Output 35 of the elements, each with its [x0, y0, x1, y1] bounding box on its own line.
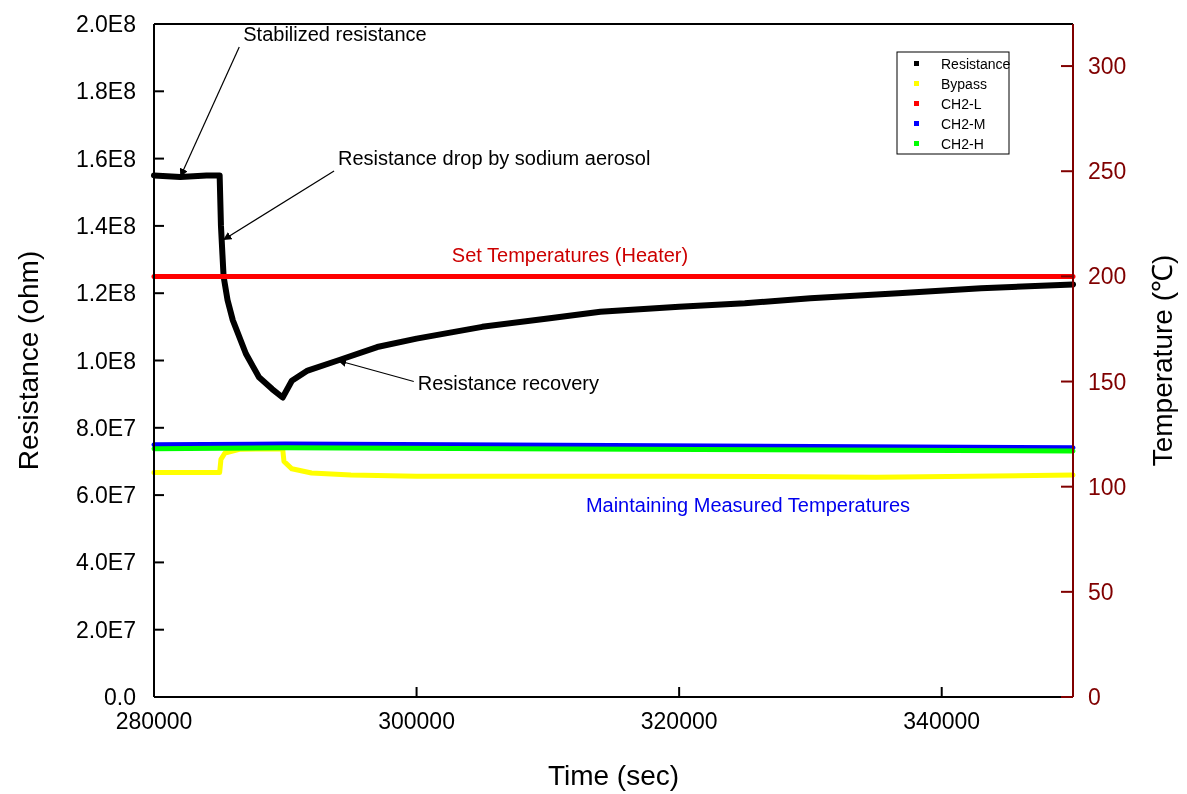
- legend-label: CH2-H: [941, 136, 984, 152]
- y-tick-label: 6.0E7: [75, 482, 136, 509]
- annotation: Maintaining Measured Temperatures: [585, 494, 911, 516]
- y-tick-label: 1.6E8: [75, 145, 136, 172]
- x-tick-label: 280000: [115, 708, 193, 734]
- y-tick-label: 2.0E7: [75, 616, 136, 643]
- y-tick-label: 1.0E8: [75, 347, 136, 374]
- y-tick-label: 4.0E7: [75, 549, 136, 576]
- y-tick-label: 1.2E8: [75, 280, 136, 307]
- y2-tick-label: 250: [1088, 158, 1127, 185]
- y-tick-label: 1.8E8: [75, 78, 136, 105]
- y2-tick-label: 150: [1088, 368, 1127, 395]
- annotation: Resistance recovery: [417, 371, 599, 394]
- legend-label: CH2-L: [941, 96, 982, 112]
- y2-tick-label: 0: [1088, 684, 1101, 710]
- annotation: Resistance drop by sodium aerosol: [338, 147, 651, 170]
- annotation: Stabilized resistance: [243, 23, 427, 46]
- y2-tick-label: 50: [1088, 578, 1114, 605]
- x-tick-label: 300000: [378, 708, 455, 734]
- y-tick-label: 8.0E7: [75, 414, 136, 441]
- y-axis-title: Resistance (ohm): [13, 250, 44, 471]
- y2-tick-label: 300: [1088, 53, 1127, 80]
- y-tick-label: 2.0E8: [75, 11, 136, 37]
- x-tick-label: 320000: [640, 708, 718, 734]
- y-tick-label: 0.0: [104, 684, 136, 710]
- legend-label: Bypass: [941, 76, 987, 92]
- x-tick-label: 340000: [903, 708, 981, 734]
- annotation: Set Temperatures (Heater): [451, 244, 689, 266]
- legend-label: CH2-M: [941, 116, 986, 132]
- y2-tick-label: 100: [1088, 473, 1127, 500]
- x-axis-title: Time (sec): [547, 760, 680, 791]
- y-tick-label: 1.4E8: [75, 212, 136, 239]
- y2-axis-title: Temperature (℃): [1147, 254, 1178, 467]
- legend-label: Resistance: [941, 56, 1011, 72]
- y2-tick-label: 200: [1088, 263, 1127, 290]
